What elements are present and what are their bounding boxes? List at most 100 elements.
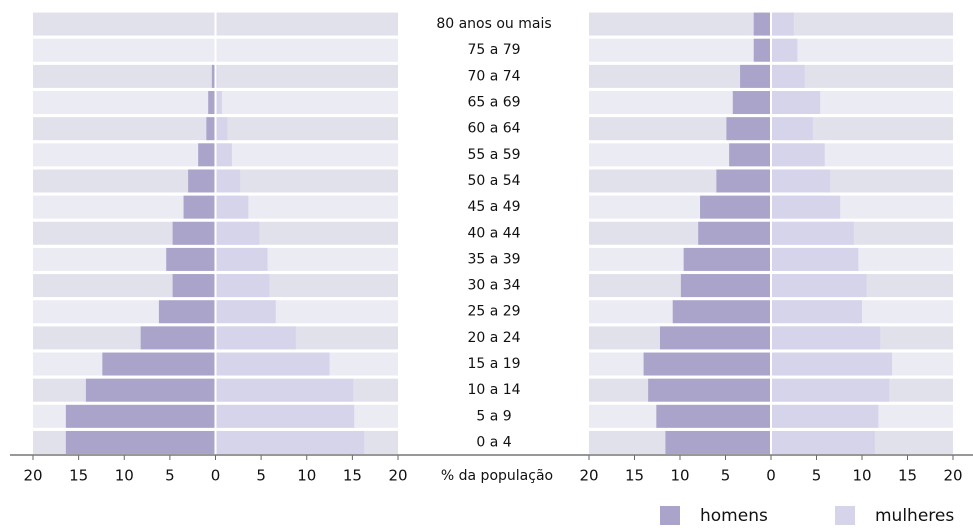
row-track	[216, 169, 398, 193]
row-track	[772, 12, 953, 36]
row-track	[33, 91, 215, 115]
row-track	[33, 64, 215, 88]
category-label: 65 a 69	[467, 95, 520, 111]
bar	[665, 430, 770, 454]
category-label: 50 a 54	[467, 173, 520, 189]
x-tick-label: 15	[625, 467, 644, 485]
bar	[216, 247, 268, 271]
row-track	[772, 64, 953, 88]
bar	[216, 195, 249, 219]
bar	[772, 378, 890, 402]
bar	[700, 195, 770, 219]
bar	[772, 169, 831, 193]
bar	[172, 221, 215, 245]
legend-swatch	[660, 506, 680, 525]
bar	[656, 404, 770, 428]
row-track	[216, 143, 398, 167]
x-tick-label: 15	[343, 467, 362, 485]
bar	[772, 143, 825, 167]
bar	[680, 274, 770, 298]
bar	[753, 12, 770, 36]
bar	[198, 143, 215, 167]
x-tick-label: 15	[69, 467, 88, 485]
row-track	[216, 12, 398, 36]
bar	[732, 91, 770, 115]
x-tick-label: 10	[670, 467, 689, 485]
category-label: 35 a 39	[467, 251, 520, 267]
bar	[216, 143, 232, 167]
row-track	[589, 143, 770, 167]
row-track	[33, 143, 215, 167]
bar	[772, 247, 859, 271]
bar	[772, 117, 813, 141]
row-track	[33, 117, 215, 141]
bar	[216, 326, 296, 350]
bar	[672, 300, 770, 324]
bar	[140, 326, 215, 350]
bar	[772, 352, 893, 376]
legend-label: homens	[700, 506, 768, 526]
bar	[216, 117, 228, 141]
category-label: 70 a 74	[467, 68, 520, 84]
x-tick-label: 20	[579, 467, 598, 485]
bar	[208, 91, 215, 115]
row-track	[216, 38, 398, 62]
bar	[216, 430, 365, 454]
x-tick-label: 5	[256, 467, 266, 485]
category-label: 25 a 29	[467, 304, 520, 320]
x-tick-label: 5	[721, 467, 731, 485]
x-tick-label: 0	[766, 467, 776, 485]
x-axis-label: % da população	[441, 468, 553, 484]
bar	[216, 91, 222, 115]
bar	[102, 352, 215, 376]
row-track	[216, 221, 398, 245]
category-label: 0 a 4	[476, 434, 511, 450]
bar	[726, 117, 770, 141]
bar	[648, 378, 770, 402]
bar	[216, 378, 354, 402]
row-track	[33, 38, 215, 62]
x-tick-label: 10	[852, 467, 871, 485]
bar	[216, 352, 330, 376]
row-track	[33, 274, 215, 298]
category-label: 40 a 44	[467, 225, 520, 241]
bar	[772, 12, 794, 36]
category-label: 15 a 19	[467, 356, 520, 372]
bar	[772, 300, 862, 324]
x-tick-label: 5	[812, 467, 822, 485]
bar	[216, 221, 260, 245]
bar	[65, 430, 215, 454]
bar	[65, 404, 215, 428]
bar	[172, 274, 215, 298]
row-track	[772, 38, 953, 62]
bar	[188, 169, 215, 193]
row-track	[772, 117, 953, 141]
x-tick-label: 5	[165, 467, 175, 485]
row-track	[33, 12, 215, 36]
category-label: 10 a 14	[467, 382, 520, 398]
category-label: 75 a 79	[467, 42, 520, 58]
legend-label: mulheres	[875, 506, 954, 526]
bar	[216, 64, 218, 88]
category-label: 20 a 24	[467, 330, 520, 346]
row-track	[216, 64, 398, 88]
bar	[772, 195, 841, 219]
bar	[772, 274, 867, 298]
bar	[772, 38, 798, 62]
bar	[772, 64, 805, 88]
bar	[740, 64, 770, 88]
bar	[729, 143, 770, 167]
x-tick-label: 20	[943, 467, 962, 485]
bar	[166, 247, 215, 271]
row-track	[589, 12, 770, 36]
row-track	[589, 64, 770, 88]
x-tick-label: 0	[211, 467, 221, 485]
category-label: 30 a 34	[467, 278, 520, 294]
row-track	[216, 195, 398, 219]
bar	[772, 326, 881, 350]
bar	[772, 91, 821, 115]
row-track	[589, 117, 770, 141]
bar	[206, 117, 215, 141]
bar	[183, 195, 215, 219]
x-tick-label: 10	[115, 467, 134, 485]
